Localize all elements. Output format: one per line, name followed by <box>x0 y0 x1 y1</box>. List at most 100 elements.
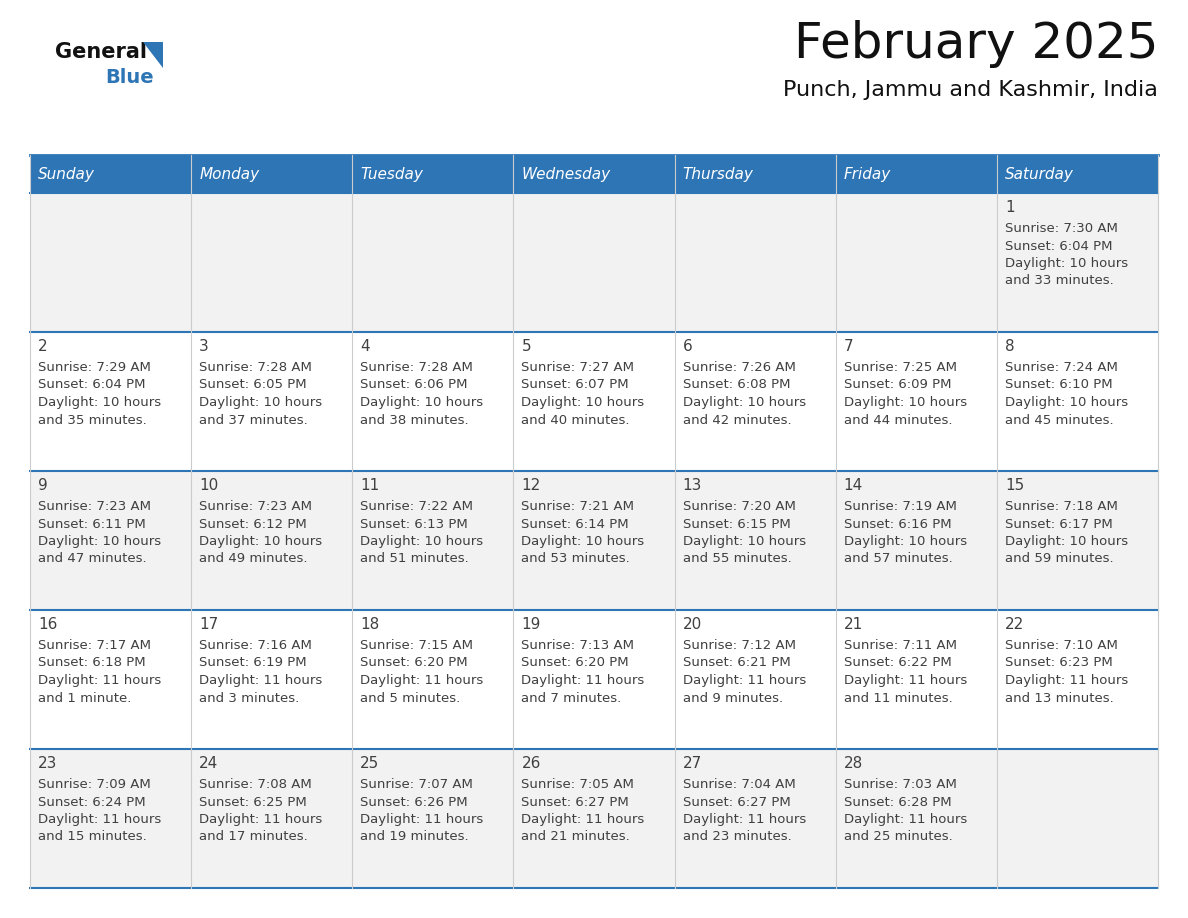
Bar <box>30 610 191 749</box>
Bar <box>675 332 835 471</box>
Text: Saturday: Saturday <box>1005 166 1074 182</box>
Bar <box>835 193 997 332</box>
Text: Sunrise: 7:10 AM: Sunrise: 7:10 AM <box>1005 639 1118 652</box>
Text: Sunset: 6:08 PM: Sunset: 6:08 PM <box>683 378 790 391</box>
Text: Daylight: 10 hours: Daylight: 10 hours <box>1005 535 1127 548</box>
Text: and 23 minutes.: and 23 minutes. <box>683 831 791 844</box>
Text: Sunset: 6:07 PM: Sunset: 6:07 PM <box>522 378 630 391</box>
Text: 2: 2 <box>38 339 48 354</box>
Text: 26: 26 <box>522 756 541 771</box>
Text: Sunrise: 7:04 AM: Sunrise: 7:04 AM <box>683 778 795 791</box>
Text: Daylight: 10 hours: Daylight: 10 hours <box>360 535 484 548</box>
Bar <box>675 471 835 610</box>
Text: Sunset: 6:25 PM: Sunset: 6:25 PM <box>200 796 307 809</box>
Bar <box>675 193 835 332</box>
Text: Daylight: 10 hours: Daylight: 10 hours <box>843 396 967 409</box>
Text: Sunrise: 7:03 AM: Sunrise: 7:03 AM <box>843 778 956 791</box>
Text: February 2025: February 2025 <box>794 20 1158 68</box>
Text: Daylight: 10 hours: Daylight: 10 hours <box>38 535 162 548</box>
Text: and 38 minutes.: and 38 minutes. <box>360 413 469 427</box>
Bar <box>30 193 191 332</box>
Text: Sunrise: 7:09 AM: Sunrise: 7:09 AM <box>38 778 151 791</box>
Text: Daylight: 11 hours: Daylight: 11 hours <box>38 674 162 687</box>
Text: Daylight: 10 hours: Daylight: 10 hours <box>360 396 484 409</box>
Text: Daylight: 11 hours: Daylight: 11 hours <box>38 813 162 826</box>
Text: and 40 minutes.: and 40 minutes. <box>522 413 630 427</box>
Text: Daylight: 10 hours: Daylight: 10 hours <box>1005 396 1127 409</box>
Bar <box>835 610 997 749</box>
Bar <box>191 749 353 888</box>
Bar <box>30 471 191 610</box>
Text: 24: 24 <box>200 756 219 771</box>
Text: Sunrise: 7:30 AM: Sunrise: 7:30 AM <box>1005 222 1118 235</box>
Text: 4: 4 <box>360 339 369 354</box>
Text: Wednesday: Wednesday <box>522 166 611 182</box>
Text: Sunset: 6:10 PM: Sunset: 6:10 PM <box>1005 378 1112 391</box>
Bar <box>675 610 835 749</box>
Text: Daylight: 11 hours: Daylight: 11 hours <box>200 813 322 826</box>
Text: 11: 11 <box>360 478 379 493</box>
Text: 20: 20 <box>683 617 702 632</box>
Bar <box>835 471 997 610</box>
Text: Sunset: 6:24 PM: Sunset: 6:24 PM <box>38 796 146 809</box>
Text: 12: 12 <box>522 478 541 493</box>
Text: Daylight: 10 hours: Daylight: 10 hours <box>522 396 645 409</box>
Bar <box>513 332 675 471</box>
Text: 5: 5 <box>522 339 531 354</box>
Polygon shape <box>143 42 163 68</box>
Text: and 57 minutes.: and 57 minutes. <box>843 553 953 565</box>
Text: Sunset: 6:20 PM: Sunset: 6:20 PM <box>360 656 468 669</box>
Text: Sunrise: 7:29 AM: Sunrise: 7:29 AM <box>38 361 151 374</box>
Bar <box>513 193 675 332</box>
Text: 6: 6 <box>683 339 693 354</box>
Text: and 53 minutes.: and 53 minutes. <box>522 553 630 565</box>
Text: Punch, Jammu and Kashmir, India: Punch, Jammu and Kashmir, India <box>783 80 1158 100</box>
Text: and 37 minutes.: and 37 minutes. <box>200 413 308 427</box>
Text: Tuesday: Tuesday <box>360 166 423 182</box>
Text: 1: 1 <box>1005 200 1015 215</box>
Text: Sunrise: 7:17 AM: Sunrise: 7:17 AM <box>38 639 151 652</box>
Text: Daylight: 10 hours: Daylight: 10 hours <box>200 396 322 409</box>
Text: 3: 3 <box>200 339 209 354</box>
Text: Sunrise: 7:28 AM: Sunrise: 7:28 AM <box>200 361 312 374</box>
Bar <box>997 193 1158 332</box>
Text: 9: 9 <box>38 478 48 493</box>
Text: 21: 21 <box>843 617 862 632</box>
Text: Sunset: 6:16 PM: Sunset: 6:16 PM <box>843 518 952 531</box>
Bar <box>30 749 191 888</box>
Text: Daylight: 10 hours: Daylight: 10 hours <box>1005 257 1127 270</box>
Text: and 5 minutes.: and 5 minutes. <box>360 691 461 704</box>
Text: and 19 minutes.: and 19 minutes. <box>360 831 469 844</box>
Text: Daylight: 11 hours: Daylight: 11 hours <box>683 813 805 826</box>
Text: Sunrise: 7:19 AM: Sunrise: 7:19 AM <box>843 500 956 513</box>
Text: Sunrise: 7:28 AM: Sunrise: 7:28 AM <box>360 361 473 374</box>
Text: Sunset: 6:18 PM: Sunset: 6:18 PM <box>38 656 146 669</box>
Text: 18: 18 <box>360 617 379 632</box>
Bar <box>997 471 1158 610</box>
Text: Daylight: 11 hours: Daylight: 11 hours <box>360 674 484 687</box>
Text: Daylight: 10 hours: Daylight: 10 hours <box>200 535 322 548</box>
Text: and 45 minutes.: and 45 minutes. <box>1005 413 1113 427</box>
Text: and 47 minutes.: and 47 minutes. <box>38 553 146 565</box>
Text: 22: 22 <box>1005 617 1024 632</box>
Text: Daylight: 11 hours: Daylight: 11 hours <box>522 674 645 687</box>
Text: and 13 minutes.: and 13 minutes. <box>1005 691 1113 704</box>
Text: 15: 15 <box>1005 478 1024 493</box>
Text: Sunset: 6:19 PM: Sunset: 6:19 PM <box>200 656 307 669</box>
Text: Sunset: 6:12 PM: Sunset: 6:12 PM <box>200 518 307 531</box>
Text: General: General <box>55 42 147 62</box>
Text: and 55 minutes.: and 55 minutes. <box>683 553 791 565</box>
Text: Sunrise: 7:13 AM: Sunrise: 7:13 AM <box>522 639 634 652</box>
Text: and 7 minutes.: and 7 minutes. <box>522 691 621 704</box>
Text: and 15 minutes.: and 15 minutes. <box>38 831 147 844</box>
Text: and 59 minutes.: and 59 minutes. <box>1005 553 1113 565</box>
Bar <box>513 610 675 749</box>
Text: Sunrise: 7:05 AM: Sunrise: 7:05 AM <box>522 778 634 791</box>
Text: 14: 14 <box>843 478 862 493</box>
Text: Sunset: 6:27 PM: Sunset: 6:27 PM <box>522 796 630 809</box>
Text: Sunrise: 7:21 AM: Sunrise: 7:21 AM <box>522 500 634 513</box>
Bar <box>513 471 675 610</box>
Text: Sunday: Sunday <box>38 166 95 182</box>
Text: and 44 minutes.: and 44 minutes. <box>843 413 953 427</box>
Text: Sunrise: 7:20 AM: Sunrise: 7:20 AM <box>683 500 796 513</box>
